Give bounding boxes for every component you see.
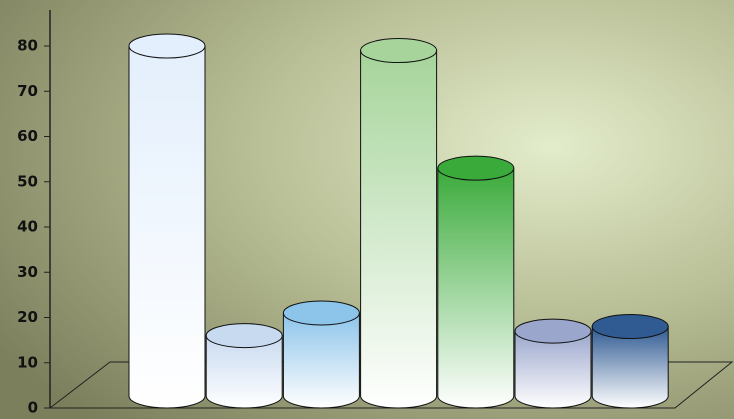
- cylinder-body: [437, 167, 515, 409]
- y-tick-label: 20: [17, 308, 38, 326]
- cylinder-top: [360, 38, 438, 64]
- bar: [360, 38, 438, 409]
- bar: [437, 155, 515, 409]
- y-tick-label: 40: [17, 218, 38, 236]
- y-tick-label: 50: [17, 172, 38, 190]
- y-tick-label: 10: [17, 353, 38, 371]
- y-tick-label: 80: [17, 37, 38, 55]
- cylinder-body: [128, 45, 206, 409]
- cylinder-body: [591, 326, 669, 409]
- cylinder-top: [282, 300, 360, 326]
- cylinder-top: [128, 33, 206, 59]
- cylinder-body: [514, 330, 592, 409]
- cylinder-body: [205, 335, 283, 409]
- y-tick-label: 60: [17, 127, 38, 145]
- cylinder-top: [591, 314, 669, 340]
- bar: [282, 300, 360, 409]
- bar: [205, 323, 283, 409]
- cylinder-body: [282, 312, 360, 409]
- cylinder-top: [437, 155, 515, 181]
- bar: [128, 33, 206, 409]
- cylinder-body: [360, 50, 438, 409]
- cylinder-top: [514, 318, 592, 344]
- cylinder-top: [205, 323, 283, 349]
- y-tick-label: 0: [28, 399, 38, 417]
- bar: [514, 318, 592, 409]
- bar: [591, 314, 669, 409]
- y-tick-label: 30: [17, 263, 38, 281]
- y-tick-label: 70: [17, 82, 38, 100]
